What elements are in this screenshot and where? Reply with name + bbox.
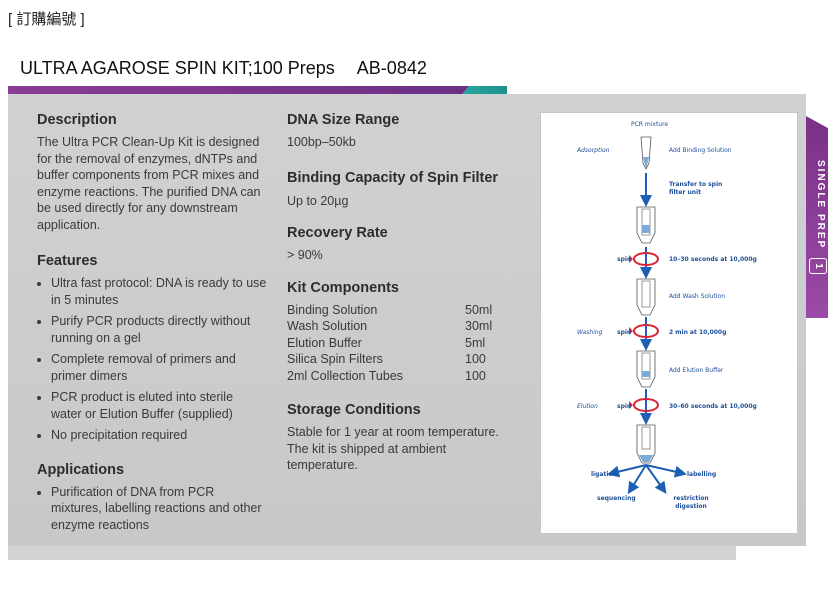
spin-label: spin bbox=[617, 403, 632, 410]
spin1-condition: 10–30 seconds at 10,000g bbox=[669, 256, 757, 263]
protocol-diagram-graphic bbox=[607, 136, 687, 495]
dna-size-heading: DNA Size Range bbox=[287, 112, 400, 128]
kit-components-heading: Kit Components bbox=[287, 279, 399, 296]
table-row: Wash Solution 30ml bbox=[287, 318, 517, 335]
list-item: PCR product is eluted into sterile water… bbox=[51, 389, 267, 422]
dna-size-value: 100bp–50kb bbox=[287, 135, 356, 149]
component-qty: 100 bbox=[465, 352, 486, 366]
labelling-label: labelling bbox=[687, 471, 717, 478]
product-name: ULTRA AGAROSE SPIN KIT;100 Preps bbox=[20, 58, 335, 78]
component-qty: 5ml bbox=[465, 335, 486, 350]
arrow-icon bbox=[645, 464, 687, 478]
component-qty: 50ml bbox=[465, 302, 493, 317]
elution-label: Elution bbox=[577, 403, 598, 410]
bottom-strip bbox=[8, 546, 736, 560]
component-name: Binding Solution bbox=[287, 302, 378, 317]
ligation-label: ligation bbox=[591, 471, 617, 478]
arrow-icon bbox=[627, 464, 647, 495]
pcr-mixture-label: PCR mixture bbox=[631, 121, 669, 128]
spin-column-icon bbox=[636, 350, 656, 388]
component-name: 2ml Collection Tubes bbox=[287, 368, 404, 383]
add-wash-label: Add Wash Solution bbox=[669, 293, 726, 300]
arrow-icon bbox=[607, 464, 647, 478]
spin3-condition: 30–60 seconds at 10,000g bbox=[669, 403, 757, 410]
list-item: Purification of DNA from PCR mixtures, l… bbox=[51, 484, 267, 534]
table-row: Silica Spin Filters 100 bbox=[287, 351, 517, 368]
spin-icon bbox=[629, 398, 659, 412]
description-text: The Ultra PCR Clean-Up Kit is designed f… bbox=[37, 135, 261, 232]
component-name: Wash Solution bbox=[287, 319, 368, 333]
spin-label: spin bbox=[617, 329, 632, 336]
purple-divider bbox=[8, 86, 493, 94]
spin-label: spin bbox=[617, 256, 632, 263]
sequencing-label: sequencing bbox=[597, 495, 636, 502]
features-list: Ultra fast protocol: DNA is ready to use… bbox=[37, 275, 267, 444]
arrow-icon bbox=[645, 464, 667, 494]
pcr-tube-icon bbox=[640, 136, 652, 170]
binding-heading: Binding Capacity of Spin Filter bbox=[287, 169, 499, 186]
teal-divider bbox=[462, 86, 507, 94]
component-qty: 30ml bbox=[465, 319, 493, 333]
add-elution-label: Add Elution Buffer bbox=[669, 367, 724, 374]
features-heading: Features bbox=[37, 253, 98, 269]
washing-label: Washing bbox=[577, 329, 603, 336]
component-name: Silica Spin Filters bbox=[287, 352, 383, 366]
storage-heading: Storage Conditions bbox=[287, 402, 421, 418]
recovery-heading: Recovery Rate bbox=[287, 225, 388, 241]
component-name: Elution Buffer bbox=[287, 335, 362, 350]
list-item: No precipitation required bbox=[51, 427, 267, 444]
table-row: 2ml Collection Tubes 100 bbox=[287, 368, 517, 385]
list-item: Purify PCR products directly without run… bbox=[51, 313, 267, 346]
table-row: Binding Solution 50ml bbox=[287, 302, 517, 319]
single-prep-tab bbox=[806, 116, 828, 318]
product-title: ULTRA AGAROSE SPIN KIT;100 Preps AB-0842 bbox=[20, 58, 427, 79]
applications-list: Purification of DNA from PCR mixtures, l… bbox=[37, 484, 267, 534]
kit-components-table: Binding Solution 50ml Wash Solution 30ml E… bbox=[287, 302, 517, 385]
component-qty: 100 bbox=[465, 368, 486, 383]
side-tab-label: SINGLE PREP bbox=[815, 160, 826, 250]
left-column: Description The Ultra PCR Clean-Up Kit i… bbox=[37, 112, 267, 538]
list-item: Ultra fast protocol: DNA is ready to use… bbox=[51, 275, 267, 308]
middle-column: DNA Size Range 100bp–50kb Binding Capaci… bbox=[287, 112, 517, 474]
spin-column-icon bbox=[636, 278, 656, 316]
spin2-condition: 2 min at 10,000g bbox=[669, 329, 727, 336]
spin-column-icon bbox=[636, 206, 656, 244]
table-row: Elution Buffer 5ml bbox=[287, 335, 517, 352]
add-binding-label: Add Binding Solution bbox=[669, 147, 732, 154]
applications-heading: Applications bbox=[37, 461, 125, 478]
transfer-label: Transfer to spin filter unit bbox=[669, 181, 723, 196]
spin-icon bbox=[629, 324, 659, 338]
binding-value: Up to 20µg bbox=[287, 193, 349, 208]
adsorption-label: Adsorption bbox=[577, 147, 610, 154]
protocol-diagram: PCR mixture Adsorption Add Binding Solut… bbox=[540, 112, 798, 534]
collection-tube-icon bbox=[636, 424, 656, 464]
product-code: AB-0842 bbox=[356, 58, 427, 78]
storage-text: Stable for 1 year at room temperature. T… bbox=[287, 425, 499, 472]
side-tab-number: 1 bbox=[809, 258, 827, 274]
order-number-label: [ 訂購編號 ] bbox=[8, 11, 85, 28]
restriction-label: restriction digestion bbox=[673, 495, 709, 510]
description-heading: Description bbox=[37, 112, 117, 128]
list-item: Complete removal of primers and primer d… bbox=[51, 351, 267, 384]
recovery-value: > 90% bbox=[287, 248, 323, 262]
spin-icon bbox=[629, 252, 659, 266]
